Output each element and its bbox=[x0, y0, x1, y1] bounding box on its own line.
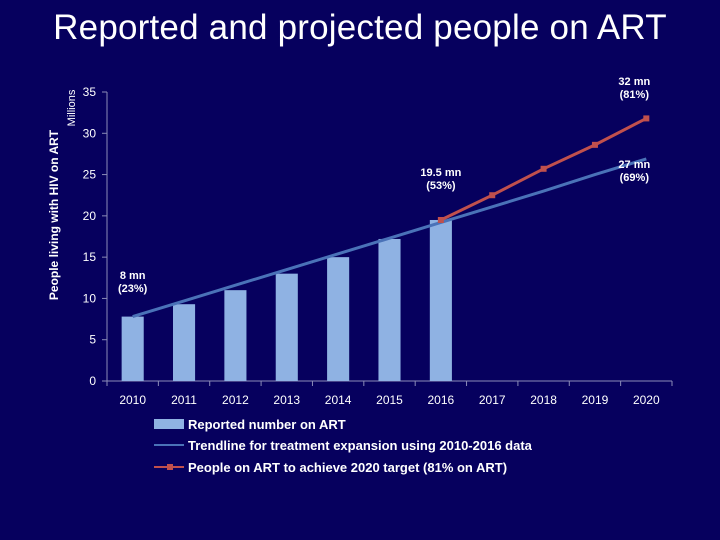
series-marker bbox=[489, 192, 496, 199]
x-tick-label: 2013 bbox=[273, 393, 300, 407]
bar bbox=[173, 304, 196, 381]
series-marker bbox=[437, 216, 444, 223]
y-tick-label: 25 bbox=[83, 168, 97, 182]
y-tick-label: 10 bbox=[83, 291, 97, 305]
series-marker bbox=[643, 115, 650, 122]
x-tick-label: 2012 bbox=[222, 393, 249, 407]
bar bbox=[121, 316, 144, 381]
bar bbox=[275, 273, 298, 381]
annotation-label: (23%) bbox=[118, 283, 148, 295]
annotation-label: 32 mn bbox=[618, 76, 650, 88]
legend-label: Reported number on ART bbox=[188, 417, 346, 432]
y-tick-label: 20 bbox=[83, 209, 97, 223]
x-tick-label: 2017 bbox=[479, 393, 506, 407]
x-tick-label: 2020 bbox=[633, 393, 660, 407]
series-line-1 bbox=[132, 157, 647, 319]
legend-swatch bbox=[154, 419, 184, 429]
x-tick-label: 2014 bbox=[325, 393, 352, 407]
y-tick-label: 35 bbox=[83, 85, 97, 99]
legend-marker bbox=[167, 464, 173, 470]
annotation-label: (53%) bbox=[426, 180, 456, 192]
annotation-label: 27 mn bbox=[618, 159, 650, 171]
series-marker bbox=[591, 141, 598, 148]
bar bbox=[327, 257, 350, 381]
y-tick-label: 15 bbox=[83, 250, 97, 264]
legend-label: Trendline for treatment expansion using … bbox=[188, 438, 533, 453]
y-axis-unit: Millions bbox=[66, 89, 78, 126]
annotation-label: (81%) bbox=[620, 89, 650, 101]
bar bbox=[429, 219, 452, 381]
legend-label: People on ART to achieve 2020 target (81… bbox=[188, 460, 507, 475]
x-tick-label: 2010 bbox=[119, 393, 146, 407]
x-tick-label: 2016 bbox=[428, 393, 455, 407]
bar bbox=[378, 238, 401, 381]
x-tick-label: 2018 bbox=[530, 393, 557, 407]
chart-title: Reported and projected people on ART bbox=[53, 8, 667, 47]
y-tick-label: 5 bbox=[89, 333, 96, 347]
annotation-label: 8 mn bbox=[120, 270, 146, 282]
y-tick-label: 30 bbox=[83, 126, 97, 140]
x-tick-label: 2019 bbox=[582, 393, 609, 407]
annotation-label: 19.5 mn bbox=[420, 167, 461, 179]
x-tick-label: 2015 bbox=[376, 393, 403, 407]
y-axis-label: People living with HIV on ART bbox=[47, 129, 61, 300]
x-tick-label: 2011 bbox=[171, 393, 197, 407]
y-tick-label: 0 bbox=[89, 374, 96, 388]
series-marker bbox=[540, 165, 547, 172]
bar bbox=[224, 290, 247, 381]
annotation-label: (69%) bbox=[620, 172, 650, 184]
